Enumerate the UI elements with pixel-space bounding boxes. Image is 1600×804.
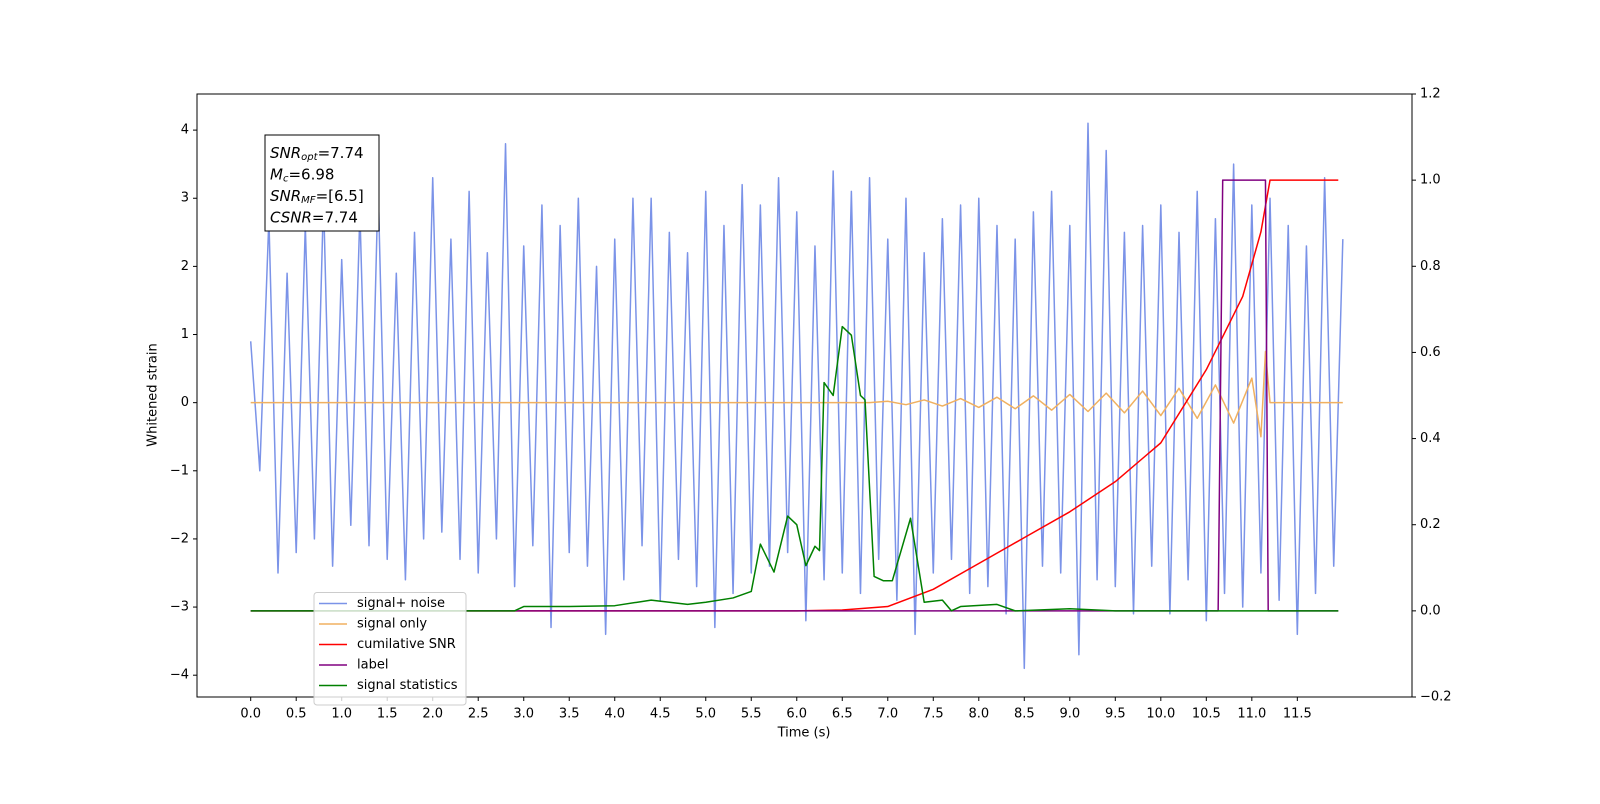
- legend-label: signal+ noise: [357, 596, 445, 611]
- x-tick-label: 1.0: [331, 707, 352, 722]
- annotation-symbol: M: [270, 165, 283, 183]
- legend-label: label: [357, 658, 388, 673]
- y-tick-label: 1: [181, 327, 189, 342]
- legend-label: signal statistics: [357, 678, 458, 693]
- y-tick-label: −4: [170, 668, 189, 683]
- y-tick-label: −2: [170, 531, 189, 546]
- x-tick-label: 8.5: [1014, 707, 1035, 722]
- x-tick-label: 1.5: [377, 707, 398, 722]
- annotation-subscript: MF: [301, 195, 316, 206]
- plot-frame: [196, 93, 1413, 698]
- x-tick-label: 9.5: [1105, 707, 1126, 722]
- x-tick-label: 6.5: [832, 707, 853, 722]
- y-axis-label: Whitened strain: [146, 343, 161, 446]
- y-tick-label: 2: [181, 259, 189, 274]
- series-line: [250, 350, 1343, 438]
- x-tick-label: 7.0: [877, 707, 898, 722]
- x-tick-label: 0.0: [240, 707, 261, 722]
- x-tick-label: 4.5: [650, 707, 671, 722]
- legend: signal+ noise signal only cumilative SNR la…: [313, 592, 467, 706]
- y2-tick-label: 0.8: [1420, 259, 1441, 274]
- series-line: [250, 179, 1339, 612]
- y-tick-label: 3: [181, 191, 189, 206]
- annotation-symbol: SNR: [270, 144, 301, 162]
- annotation-value: =7.74: [318, 144, 364, 162]
- y2-tick-label: 1.2: [1420, 87, 1441, 102]
- annotation-text: SNRMF=[6.5]: [270, 187, 364, 207]
- series-line: [250, 325, 1339, 612]
- x-tick-label: 8.0: [968, 707, 989, 722]
- x-tick-label: 10.5: [1192, 707, 1221, 722]
- x-tick-label: 2.5: [468, 707, 489, 722]
- x-tick-label: 10.0: [1146, 707, 1175, 722]
- y-tick-label: 4: [181, 123, 189, 138]
- y-tick-label: 0: [181, 395, 189, 410]
- legend-frame: [313, 592, 467, 706]
- x-tick-label: 9.0: [1059, 707, 1080, 722]
- annotation-subscript: opt: [301, 152, 318, 163]
- x-tick-label: 5.5: [741, 707, 762, 722]
- y2-tick-label: 1.0: [1420, 173, 1441, 188]
- y-tick-label: −1: [170, 463, 189, 478]
- x-tick-label: 0.5: [286, 707, 307, 722]
- x-axis-label: Time (s): [777, 726, 831, 741]
- annotation-subscript: c: [283, 174, 289, 185]
- x-tick-label: 2.0: [422, 707, 443, 722]
- legend-label: signal only: [357, 617, 427, 632]
- plot-lines: [249, 122, 1344, 670]
- x-tick-label: 11.5: [1283, 707, 1312, 722]
- annotation-value: =7.74: [312, 208, 358, 226]
- x-tick-label: 5.0: [695, 707, 716, 722]
- x-tick-label: 4.0: [604, 707, 625, 722]
- y2-tick-label: 0.0: [1420, 603, 1441, 618]
- annotation-text: CSNR=7.74: [270, 208, 358, 226]
- annotation-text: Mc=6.98: [270, 165, 334, 185]
- y2-tick-label: 0.4: [1420, 431, 1441, 446]
- y-tick-label: −3: [170, 600, 189, 615]
- annotation-text: SNRopt=7.74: [270, 144, 364, 164]
- annotation-frame: [264, 134, 380, 232]
- y2-tick-label: 0.2: [1420, 517, 1441, 532]
- annotation-symbol: SNR: [270, 187, 301, 205]
- annotation-symbol: CSNR: [270, 208, 312, 226]
- y2-tick-label: −0.2: [1420, 690, 1452, 705]
- legend-label: cumilative SNR: [357, 637, 456, 652]
- annotation-value: =6.98: [288, 165, 334, 183]
- x-tick-label: 3.0: [513, 707, 534, 722]
- y2-tick-label: 0.6: [1420, 345, 1441, 360]
- x-tick-label: 11.0: [1237, 707, 1266, 722]
- x-tick-label: 7.5: [923, 707, 944, 722]
- annotation-value: =[6.5]: [316, 187, 364, 205]
- series-line: [249, 122, 1344, 670]
- x-tick-label: 6.0: [786, 707, 807, 722]
- x-tick-label: 3.5: [559, 707, 580, 722]
